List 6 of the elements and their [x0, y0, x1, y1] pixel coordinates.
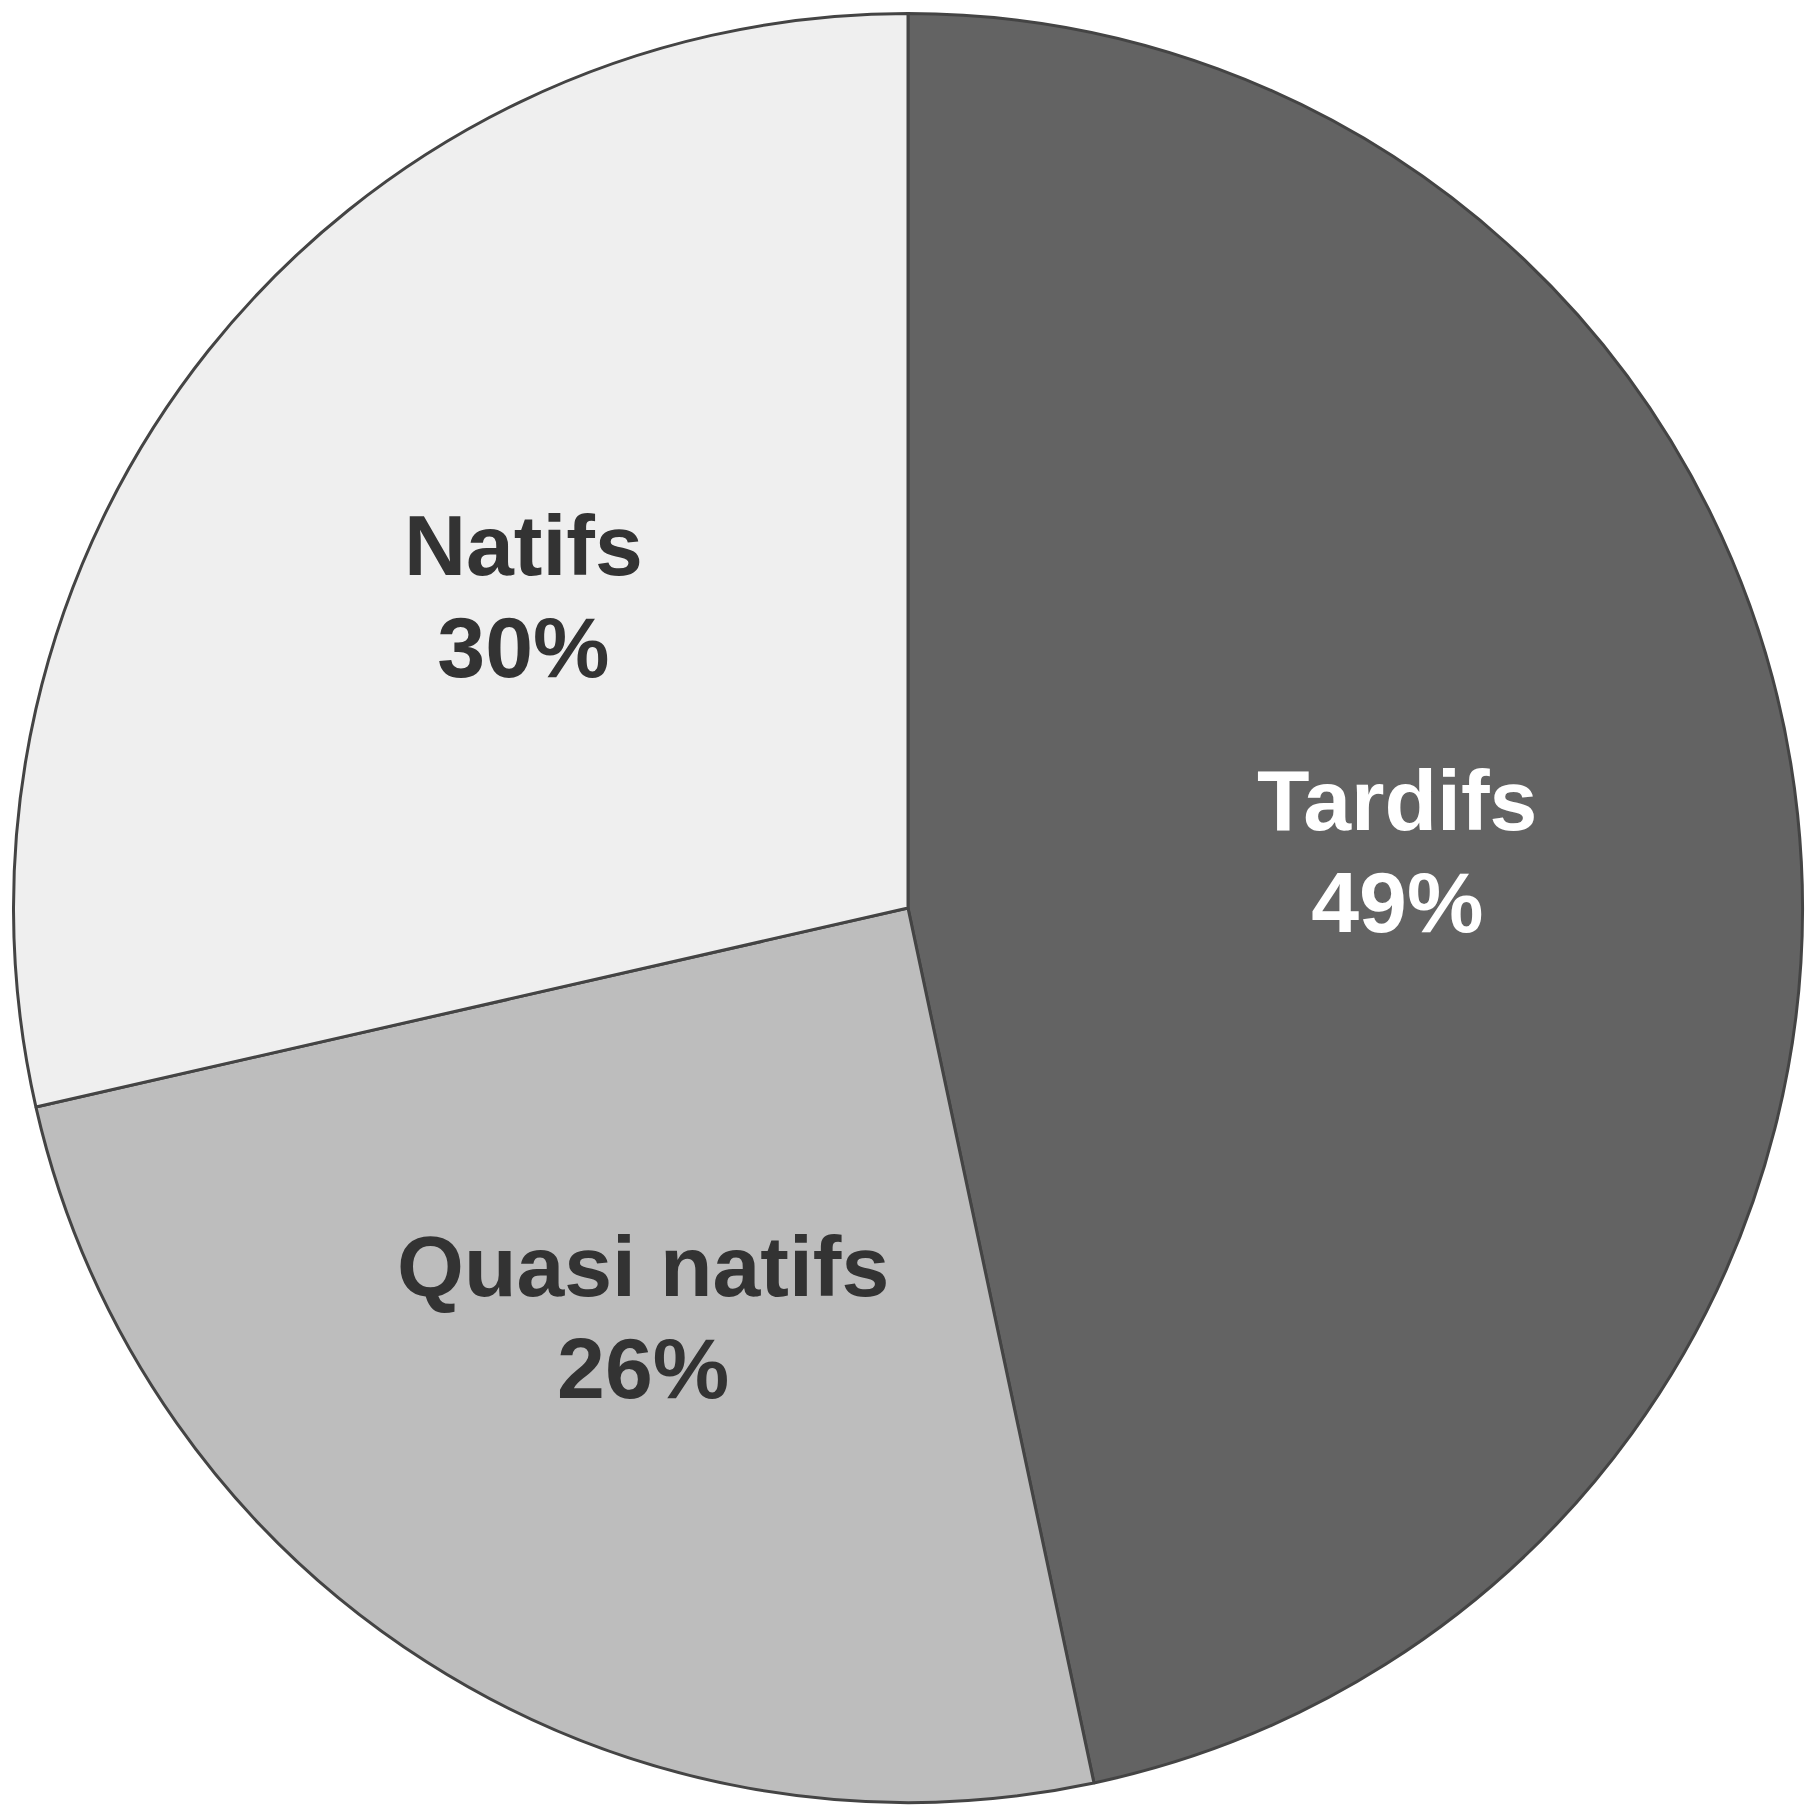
- slice-label: Natifs: [403, 496, 643, 593]
- data-label: 26%: [557, 1320, 730, 1417]
- slice-label: Tardifs: [1257, 752, 1538, 849]
- data-label: 30%: [437, 598, 610, 695]
- data-label: 49%: [1311, 854, 1484, 951]
- slice-label: Quasi natifs: [397, 1218, 890, 1315]
